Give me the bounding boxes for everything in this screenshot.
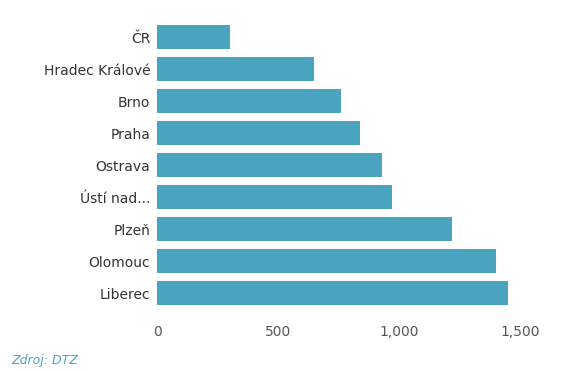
Bar — [157, 217, 452, 241]
Bar — [157, 249, 496, 273]
Bar — [157, 25, 229, 49]
Bar — [157, 57, 314, 81]
Bar — [157, 121, 360, 145]
Text: Zdroj: DTZ: Zdroj: DTZ — [11, 354, 78, 367]
Bar — [157, 153, 382, 177]
Bar — [157, 281, 508, 305]
Bar — [157, 89, 341, 113]
Bar — [157, 185, 392, 209]
